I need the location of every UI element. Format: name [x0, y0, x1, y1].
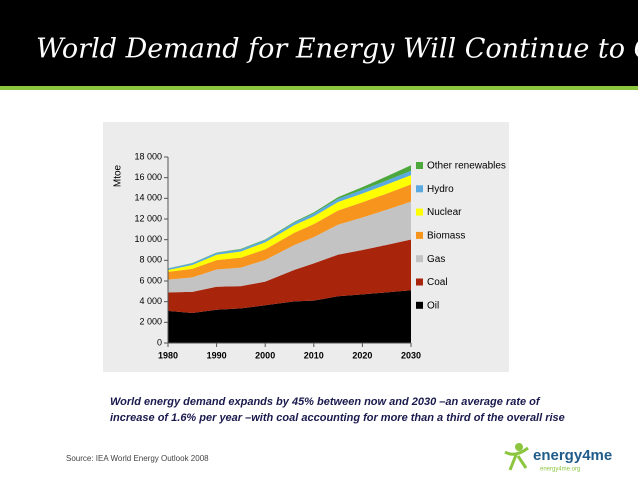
logo-name: energy4me [533, 447, 612, 464]
caption-line: World energy demand expands by 45% betwe… [110, 396, 541, 408]
area [168, 239, 411, 314]
x-tick-label: 1990 [207, 350, 227, 360]
legend-swatch [416, 255, 423, 263]
logo: energy4me energy4me.org [504, 443, 612, 473]
area [168, 290, 411, 343]
x-tick-label: 1980 [158, 350, 178, 360]
y-tick-label: 8 000 [139, 255, 162, 265]
y-tick-label: 18 000 [134, 151, 162, 161]
legend-label: Coal [427, 277, 448, 288]
y-tick-label: 12 000 [134, 213, 162, 223]
header-band [0, 0, 638, 86]
legend-label: Oil [427, 300, 439, 311]
legend-label: Biomass [427, 231, 465, 242]
area [168, 175, 411, 272]
legend-swatch [416, 301, 423, 309]
legend-swatch [416, 231, 423, 239]
y-tick-label: 14 000 [134, 193, 162, 203]
logo-figure [504, 446, 529, 471]
y-tick-label: 4 000 [139, 296, 162, 306]
y-axis-label: Mtoe [113, 164, 124, 187]
y-tick-label: 10 000 [134, 234, 162, 244]
y-tick-label: 2 000 [139, 317, 162, 327]
legend-swatch [416, 278, 423, 286]
legend-swatch [416, 162, 423, 169]
legend-swatch [416, 185, 423, 193]
legend-label: Other renewables [427, 161, 506, 172]
area [168, 170, 411, 270]
y-tick-label: 6 000 [139, 275, 162, 285]
source-note: Source: IEA World Energy Outlook 2008 [66, 454, 209, 463]
slide-title: World Demand for Energy Will Continue to… [36, 34, 638, 65]
logo-url: energy4me.org [540, 467, 580, 473]
logo-head [515, 443, 523, 451]
area [168, 184, 411, 280]
legend-label: Gas [427, 254, 445, 265]
y-tick-label: 0 [157, 337, 162, 347]
legend-swatch [416, 208, 423, 216]
legend-label: Hydro [427, 184, 454, 195]
legend-label: Nuclear [427, 207, 462, 218]
caption-line: increase of 1.6% per year –with coal acc… [110, 412, 565, 424]
header-rule [0, 86, 638, 90]
x-tick-label: 2010 [304, 350, 324, 360]
x-tick-label: 2020 [352, 350, 372, 360]
y-tick-label: 16 000 [134, 172, 162, 182]
x-tick-label: 2030 [401, 350, 421, 360]
area [168, 201, 411, 293]
x-tick-label: 2000 [255, 350, 275, 360]
